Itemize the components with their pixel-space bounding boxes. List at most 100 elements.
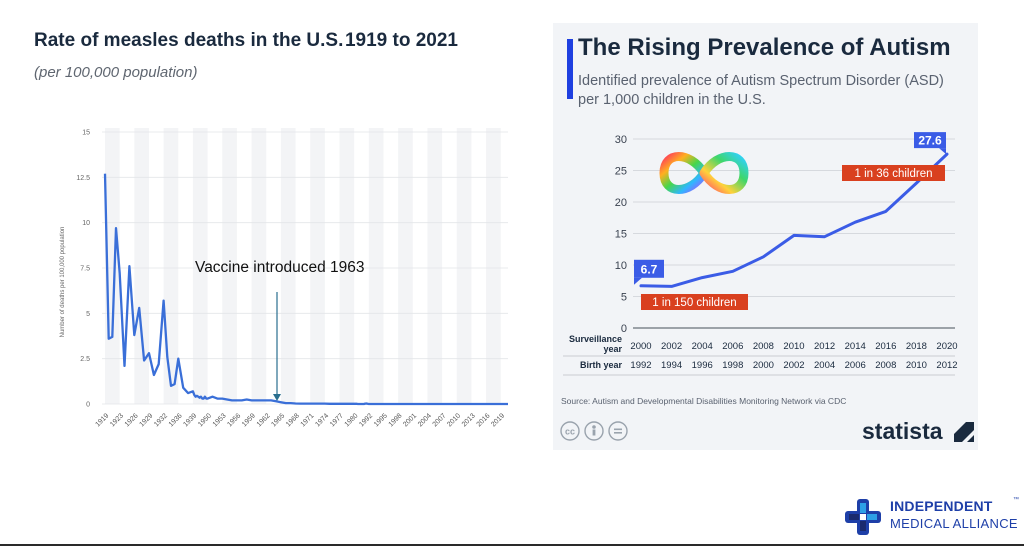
measles-x-tick-label: 1929 (138, 412, 154, 428)
measles-chart-panel: 0 2.5 5 7.5 10 12.5 15 1919 1923 1926 1929 1932 193… (34, 100, 510, 446)
title-accent-bar (567, 39, 573, 99)
birth-year-label: 1994 (661, 360, 682, 371)
surveillance-year-label: 2020 (936, 341, 957, 352)
measles-y-tick-label: 15 (82, 130, 90, 137)
autism-chart-title: The Rising Prevalence of Autism (578, 34, 951, 61)
surveillance-year-label: 2014 (845, 341, 866, 352)
svg-text:cc: cc (565, 427, 575, 437)
autism-chart-svg: 0 5 10 15 20 25 30 Surveillance year Birth year 2… (563, 132, 958, 376)
measles-x-tick-label: 1977 (329, 412, 345, 428)
measles-x-tick-label: 1939 (182, 412, 198, 428)
measles-band (456, 128, 472, 404)
measles-x-tick-label: 2007 (432, 412, 448, 428)
measles-x-tick-label: 1992 (358, 412, 374, 428)
measles-x-tick-label: 1965 (270, 412, 286, 428)
measles-y-tick-label: 5 (86, 311, 90, 318)
measles-x-tick-label: 1995 (373, 412, 389, 428)
measles-band (251, 128, 267, 404)
measles-x-tick-label: 1950 (197, 412, 213, 428)
measles-band (427, 128, 443, 404)
birth-year-label: 2000 (753, 360, 774, 371)
birth-year-label: 2004 (814, 360, 835, 371)
low-rate-callout (641, 294, 748, 310)
measles-band (163, 128, 179, 404)
measles-band (398, 128, 413, 404)
last-value-badge (914, 132, 946, 149)
no-derivatives-icon (608, 421, 628, 441)
measles-x-tick-label: 1919 (94, 412, 110, 428)
independent-medical-alliance-logo-icon (845, 499, 881, 535)
measles-y-tick-label: 12.5 (76, 175, 90, 182)
measles-x-tick-label: 2001 (402, 412, 418, 428)
measles-band (368, 128, 384, 404)
birth-year-label: 2010 (906, 360, 927, 371)
measles-x-tick-label: 2013 (461, 412, 477, 428)
measles-y-tick-label: 0 (86, 402, 90, 409)
autism-y-tick-label: 10 (615, 260, 627, 272)
bottom-divider (0, 544, 1024, 546)
surveillance-year-label: 2004 (692, 341, 713, 352)
birth-year-label: 1998 (722, 360, 743, 371)
measles-x-tick-label: 1956 (226, 412, 242, 428)
measles-band (192, 128, 208, 404)
autism-y-tick-label: 0 (621, 323, 627, 335)
surveillance-year-label: 2000 (630, 341, 651, 352)
measles-chart-subtitle: (per 100,000 population) (34, 64, 198, 81)
measles-band (339, 128, 355, 404)
measles-x-tick-label: 1974 (314, 412, 330, 428)
measles-y-tick-label: 2.5 (80, 356, 90, 363)
birth-year-label: 2002 (783, 360, 804, 371)
surveillance-year-label: 2008 (753, 341, 774, 352)
measles-x-tick-label: 2019 (490, 412, 506, 428)
surveillance-year-label: 2010 (783, 341, 804, 352)
birth-year-label: 2008 (875, 360, 896, 371)
logo-text-independent: INDEPENDENT (890, 498, 993, 514)
last-value-label: 27.6 (918, 134, 942, 148)
vaccine-annotation: Vaccine introduced 1963 (195, 259, 364, 276)
low-rate-callout-text: 1 in 150 children (652, 297, 736, 309)
measles-x-tick-label: 1953 (212, 412, 228, 428)
measles-x-tick-label: 1959 (241, 412, 257, 428)
measles-x-tick-label: 1998 (388, 412, 404, 428)
measles-chart-title: Rate of measles deaths in the U.S. 1919 … (34, 30, 458, 51)
measles-x-tick-label: 1936 (168, 412, 184, 428)
autism-y-tick-label: 5 (621, 292, 627, 304)
measles-x-tick-label: 1932 (153, 412, 169, 428)
measles-series-line (103, 173, 508, 406)
birth-year-label: 1992 (630, 360, 651, 371)
measles-x-tick-label: 1980 (344, 412, 360, 428)
measles-band (280, 128, 296, 404)
surveillance-year-label: 2018 (906, 341, 927, 352)
measles-x-tick-label: 1926 (124, 412, 140, 428)
birth-year-row-label: Birth year (580, 360, 623, 370)
high-rate-callout (842, 165, 945, 181)
measles-y-tick-label: 7.5 (80, 266, 90, 273)
autism-chart-subtitle: Identified prevalence of Autism Spectrum… (578, 73, 944, 108)
autism-y-tick-label: 30 (615, 134, 627, 146)
measles-x-tick-label: 2010 (446, 412, 462, 428)
surveillance-year-row-label: Surveillance year (569, 334, 623, 354)
attribution-icon (584, 421, 604, 441)
birth-year-label: 1996 (692, 360, 713, 371)
birth-year-label: 2012 (936, 360, 957, 371)
surveillance-year-label: 2002 (661, 341, 682, 352)
autism-y-tick-label: 25 (615, 166, 627, 178)
autism-source-note: Source: Autism and Developmental Disabil… (561, 396, 847, 406)
measles-x-tick-label: 1971 (300, 412, 316, 428)
first-value-label: 6.7 (641, 262, 658, 276)
autism-series-line (639, 152, 949, 288)
infinity-rainbow-icon (659, 152, 749, 194)
autism-y-tick-label: 15 (615, 229, 627, 241)
measles-x-tick-label: 1962 (256, 412, 272, 428)
measles-band (134, 128, 149, 404)
measles-x-tick-label: 1968 (285, 412, 301, 428)
surveillance-year-label: 2012 (814, 341, 835, 352)
autism-chart-panel (553, 23, 978, 450)
logo-text-medical-alliance: MEDICAL ALLIANCE (890, 516, 1018, 531)
statista-brand: statista (862, 418, 943, 444)
high-rate-callout-text: 1 in 36 children (855, 168, 933, 180)
measles-band (310, 128, 325, 404)
autism-y-tick-label: 20 (615, 197, 627, 209)
first-value-badge (634, 259, 664, 278)
